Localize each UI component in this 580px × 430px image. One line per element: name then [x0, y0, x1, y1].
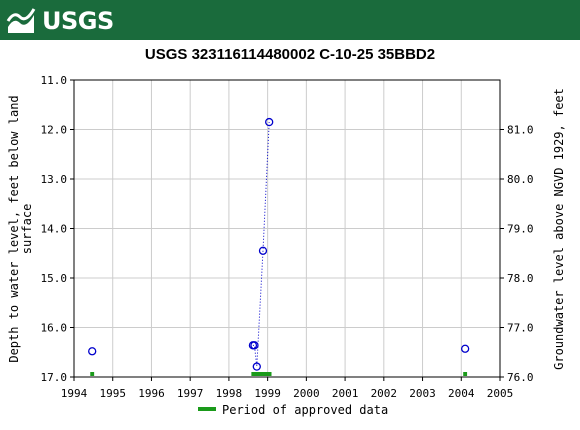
y-left-tick-label: 14.0 — [41, 223, 68, 236]
legend: Period of approved data — [198, 403, 388, 417]
y-axis-left-label-line: surface — [20, 204, 34, 255]
x-tick-label: 1999 — [254, 387, 281, 400]
x-tick-label: 2001 — [332, 387, 359, 400]
approved-period-bar — [251, 372, 272, 376]
legend-label: Period of approved data — [222, 403, 388, 417]
x-tick-label: 2000 — [293, 387, 320, 400]
approved-period-bar — [463, 372, 468, 376]
data-point — [252, 362, 261, 371]
usgs-wave-icon — [6, 5, 36, 35]
y-right-tick-label: 77.0 — [507, 322, 534, 335]
x-tick-label: 1996 — [138, 387, 165, 400]
chart-title: USGS 323116114480002 C-10-25 35BBD2 — [145, 46, 435, 63]
y-left-tick-label: 16.0 — [41, 322, 68, 335]
x-axis: 1994 1995 1996 1997 1998 1999 2000 2001 2002 2003… — [61, 377, 514, 400]
data-point — [460, 344, 470, 353]
y-right-tick-label: 76.0 — [507, 371, 534, 384]
y-axis-right-label: Groundwater level above NGVD 1929, feet — [552, 88, 566, 370]
x-tick-label: 2003 — [409, 387, 436, 400]
y-axis-right: 76.0 77.0 78.0 79.0 80.0 81.0 — [500, 124, 534, 384]
legend-swatch — [198, 407, 216, 411]
usgs-logo-text: USGS — [42, 7, 114, 35]
y-left-tick-label: 12.0 — [41, 124, 68, 137]
y-axis-left-label: Depth to water level, feet below landsur… — [7, 95, 34, 362]
y-right-tick-label: 80.0 — [507, 173, 534, 186]
x-tick-label: 2002 — [371, 387, 398, 400]
usgs-banner: USGS — [0, 0, 580, 40]
y-left-tick-label: 17.0 — [41, 371, 68, 384]
x-tick-label: 1998 — [216, 387, 243, 400]
approved-periods — [90, 372, 468, 376]
grid — [74, 80, 500, 377]
usgs-logo: USGS — [6, 5, 114, 35]
data-series — [88, 117, 470, 371]
data-point — [88, 347, 97, 356]
data-point — [265, 117, 274, 127]
data-point — [250, 341, 259, 350]
y-right-tick-label: 78.0 — [507, 272, 534, 285]
y-left-tick-label: 11.0 — [41, 74, 68, 87]
approved-period-bar — [90, 372, 95, 376]
x-tick-label: 1995 — [99, 387, 126, 400]
x-tick-label: 1994 — [61, 387, 88, 400]
y-left-tick-label: 13.0 — [41, 173, 68, 186]
x-tick-label: 2004 — [448, 387, 475, 400]
y-right-tick-label: 79.0 — [507, 223, 534, 236]
y-right-tick-label: 81.0 — [507, 124, 534, 137]
y-axis-left-label-line: Depth to water level, feet below land — [7, 95, 21, 362]
data-point — [258, 246, 268, 255]
series-connector — [252, 122, 270, 367]
x-tick-label: 2005 — [487, 387, 514, 400]
x-tick-label: 1997 — [177, 387, 204, 400]
y-left-tick-label: 15.0 — [41, 272, 68, 285]
y-axis-left: 11.0 12.0 13.0 14.0 15.0 16.0 17.0 — [41, 74, 74, 384]
